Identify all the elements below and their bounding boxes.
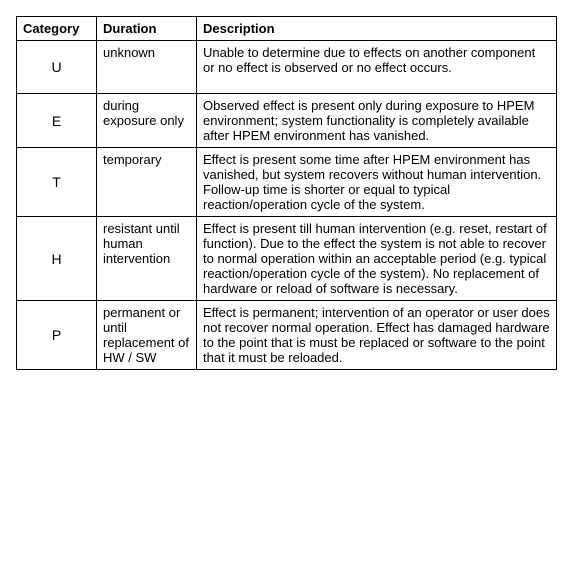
- cell-duration: permanent or until replacement of HW / S…: [97, 301, 197, 370]
- table-header-row: Category Duration Description: [17, 17, 557, 41]
- table-row: E during exposure only Observed effect i…: [17, 94, 557, 148]
- table-row: P permanent or until replacement of HW /…: [17, 301, 557, 370]
- header-category: Category: [17, 17, 97, 41]
- cell-description: Effect is present some time after HPEM e…: [197, 148, 557, 217]
- category-table: Category Duration Description U unknown …: [16, 16, 557, 370]
- table-row: H resistant until human intervention Eff…: [17, 217, 557, 301]
- cell-description: Observed effect is present only during e…: [197, 94, 557, 148]
- cell-duration: resistant until human intervention: [97, 217, 197, 301]
- cell-description: Unable to determine due to effects on an…: [197, 41, 557, 94]
- cell-duration: unknown: [97, 41, 197, 94]
- header-description: Description: [197, 17, 557, 41]
- table-row: U unknown Unable to determine due to eff…: [17, 41, 557, 94]
- cell-category: T: [17, 148, 97, 217]
- cell-duration: during exposure only: [97, 94, 197, 148]
- cell-category: H: [17, 217, 97, 301]
- cell-description: Effect is permanent; intervention of an …: [197, 301, 557, 370]
- cell-category: U: [17, 41, 97, 94]
- cell-duration: temporary: [97, 148, 197, 217]
- cell-category: P: [17, 301, 97, 370]
- cell-category: E: [17, 94, 97, 148]
- cell-description: Effect is present till human interventio…: [197, 217, 557, 301]
- table-row: T temporary Effect is present some time …: [17, 148, 557, 217]
- header-duration: Duration: [97, 17, 197, 41]
